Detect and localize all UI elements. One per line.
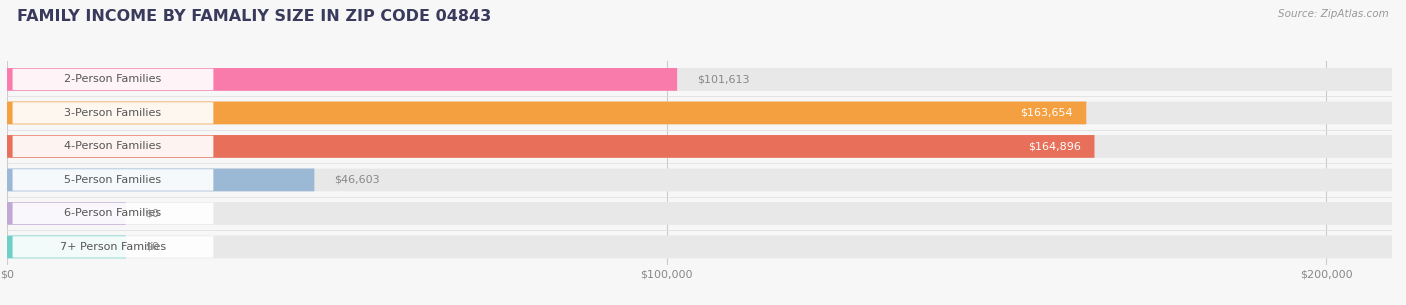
Text: $46,603: $46,603: [335, 175, 380, 185]
Text: $101,613: $101,613: [697, 74, 749, 84]
Text: $164,896: $164,896: [1028, 142, 1081, 151]
FancyBboxPatch shape: [7, 235, 125, 258]
FancyBboxPatch shape: [13, 203, 214, 224]
Text: $0: $0: [146, 242, 159, 252]
FancyBboxPatch shape: [7, 102, 1392, 124]
FancyBboxPatch shape: [7, 135, 1094, 158]
FancyBboxPatch shape: [7, 202, 125, 225]
FancyBboxPatch shape: [7, 235, 1392, 258]
FancyBboxPatch shape: [7, 202, 1392, 225]
FancyBboxPatch shape: [13, 136, 214, 157]
Text: 4-Person Families: 4-Person Families: [65, 142, 162, 151]
Text: 3-Person Families: 3-Person Families: [65, 108, 162, 118]
FancyBboxPatch shape: [7, 68, 678, 91]
Text: 6-Person Families: 6-Person Families: [65, 208, 162, 218]
Text: 2-Person Families: 2-Person Families: [65, 74, 162, 84]
Text: 5-Person Families: 5-Person Families: [65, 175, 162, 185]
FancyBboxPatch shape: [13, 102, 214, 124]
FancyBboxPatch shape: [7, 169, 315, 191]
FancyBboxPatch shape: [7, 102, 1087, 124]
Text: 7+ Person Families: 7+ Person Families: [60, 242, 166, 252]
Text: $163,654: $163,654: [1021, 108, 1073, 118]
Text: $0: $0: [146, 208, 159, 218]
FancyBboxPatch shape: [13, 169, 214, 191]
FancyBboxPatch shape: [7, 169, 1392, 191]
FancyBboxPatch shape: [7, 135, 1392, 158]
FancyBboxPatch shape: [13, 69, 214, 90]
Text: Source: ZipAtlas.com: Source: ZipAtlas.com: [1278, 9, 1389, 19]
FancyBboxPatch shape: [7, 68, 1392, 91]
Text: FAMILY INCOME BY FAMALIY SIZE IN ZIP CODE 04843: FAMILY INCOME BY FAMALIY SIZE IN ZIP COD…: [17, 9, 491, 24]
FancyBboxPatch shape: [13, 236, 214, 258]
